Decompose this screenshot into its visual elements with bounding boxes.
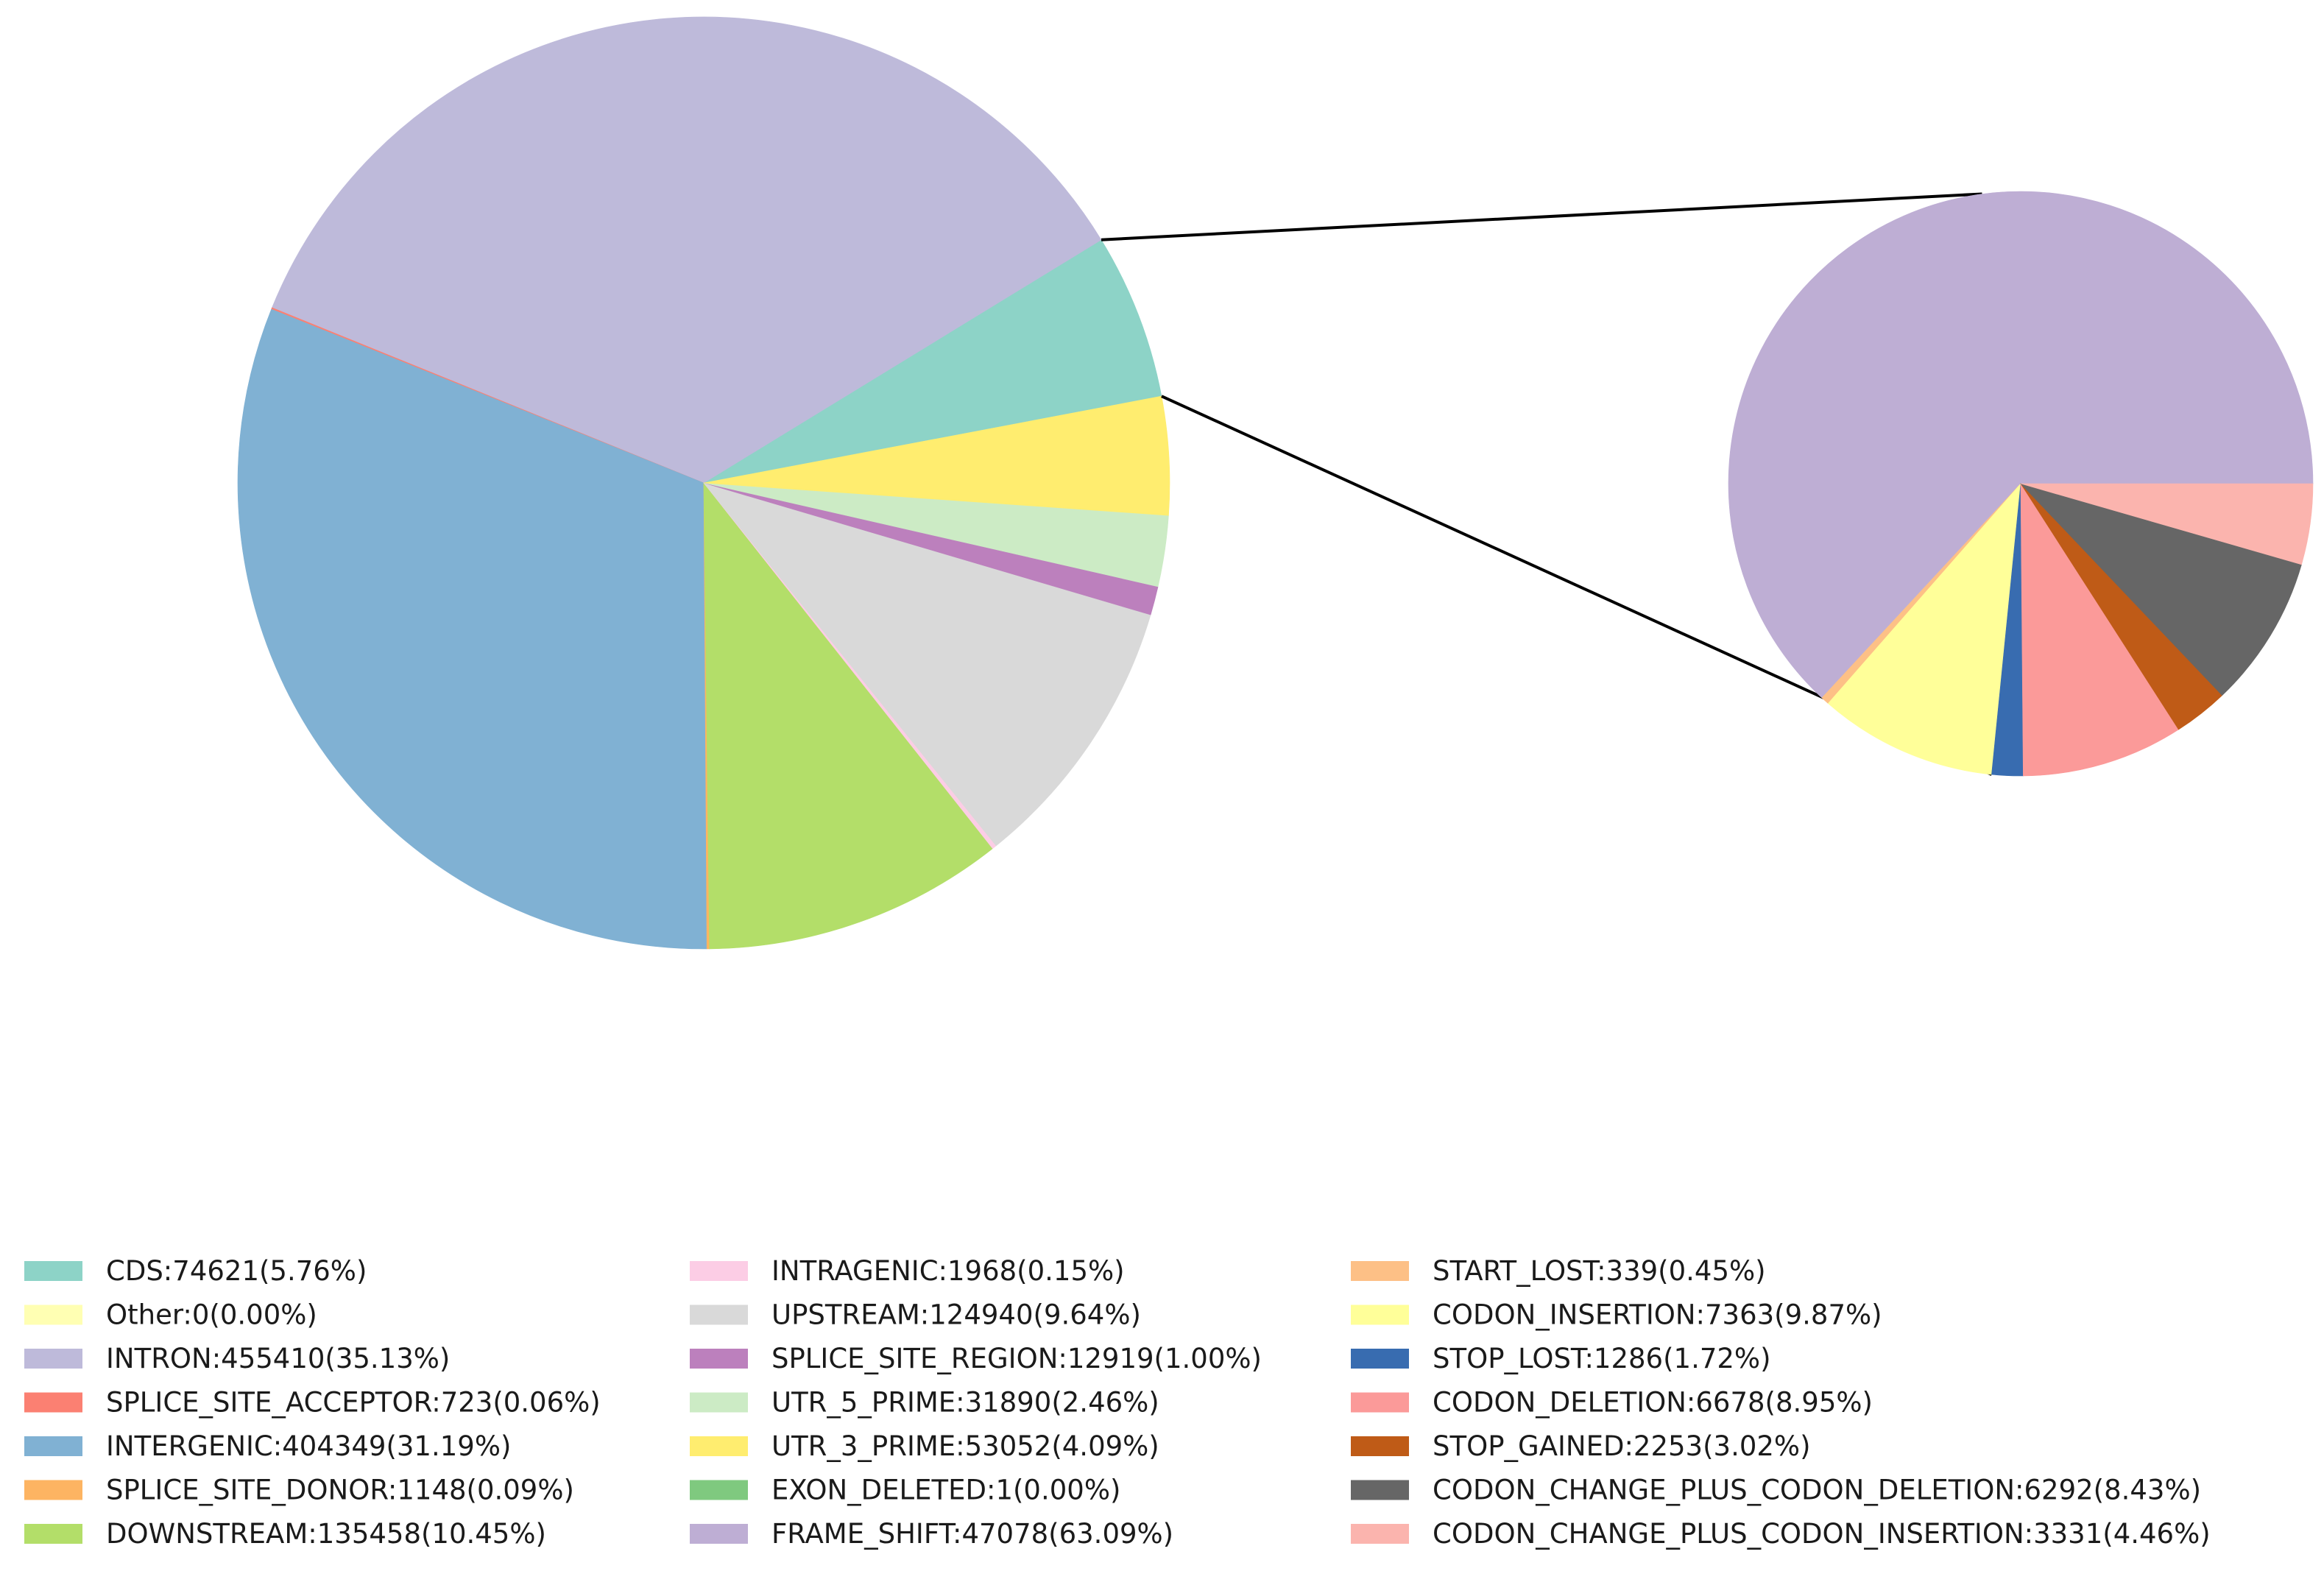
- legend-swatch: [1351, 1305, 1409, 1325]
- legend-item-codon-change-plus-codon-deletion: CODON_CHANGE_PLUS_CODON_DELETION:6292(8.…: [1351, 1475, 2201, 1506]
- legend-label: STOP_LOST:1286(1.72%): [1433, 1343, 1771, 1374]
- legend-label: Other:0(0.00%): [106, 1299, 317, 1331]
- legend-item-codon-deletion: CODON_DELETION:6678(8.95%): [1351, 1387, 1873, 1419]
- legend: CDS:74621(5.76%) Other:0(0.00%) INTRON:455…: [24, 1255, 2211, 1550]
- legend-label: INTERGENIC:404349(31.19%): [106, 1430, 511, 1462]
- legend-item-start-lost: START_LOST:339(0.45%): [1351, 1255, 1766, 1287]
- legend-item-stop-lost: STOP_LOST:1286(1.72%): [1351, 1343, 1771, 1374]
- legend-item-intron: INTRON:455410(35.13%): [24, 1343, 450, 1374]
- legend-item-frame-shift: FRAME_SHIFT:47078(63.09%): [690, 1518, 1173, 1550]
- detail-slice-codon-deletion: [2020, 482, 2179, 777]
- main-slice-intergenic: [237, 308, 707, 950]
- legend-label: EXON_DELETED:1(0.00%): [771, 1475, 1120, 1506]
- legend-item-stop-gained: STOP_GAINED:2253(3.02%): [1351, 1430, 1811, 1462]
- legend-label: FRAME_SHIFT:47078(63.09%): [771, 1518, 1173, 1550]
- legend-swatch: [24, 1524, 82, 1544]
- legend-item-exon-deleted: EXON_DELETED:1(0.00%): [690, 1475, 1120, 1506]
- legend-swatch: [24, 1392, 82, 1413]
- main-pie: [237, 16, 1170, 950]
- legend-swatch: [24, 1261, 82, 1281]
- legend-label: DOWNSTREAM:135458(10.45%): [106, 1518, 546, 1550]
- legend-swatch: [690, 1524, 748, 1544]
- legend-item-intergenic: INTERGENIC:404349(31.19%): [24, 1430, 511, 1462]
- legend-label: UTR_3_PRIME:53052(4.09%): [771, 1430, 1159, 1462]
- legend-swatch: [24, 1480, 82, 1500]
- legend-swatch: [690, 1480, 748, 1500]
- legend-item-splice-site-donor: SPLICE_SITE_DONOR:1148(0.09%): [24, 1475, 574, 1506]
- legend-label: INTRAGENIC:1968(0.15%): [771, 1255, 1125, 1287]
- legend-label: SPLICE_SITE_REGION:12919(1.00%): [771, 1343, 1262, 1374]
- detail-slice-codon-insertion: [1827, 483, 2021, 775]
- legend-item-codon-change-plus-codon-insertion: CODON_CHANGE_PLUS_CODON_INSERTION:3331(4…: [1351, 1518, 2211, 1550]
- legend-item-utr-3-prime: UTR_3_PRIME:53052(4.09%): [690, 1430, 1159, 1462]
- legend-item-upstream: UPSTREAM:124940(9.64%): [690, 1299, 1141, 1331]
- legend-swatch: [1351, 1480, 1409, 1500]
- legend-label: START_LOST:339(0.45%): [1433, 1255, 1766, 1287]
- legend-label: STOP_GAINED:2253(3.02%): [1433, 1430, 1811, 1462]
- legend-item-cds: CDS:74621(5.76%): [24, 1255, 367, 1287]
- cds-detail-pie: [1728, 191, 2314, 777]
- legend-label: CDS:74621(5.76%): [106, 1255, 367, 1287]
- legend-label: UPSTREAM:124940(9.64%): [771, 1299, 1141, 1331]
- legend-swatch: [690, 1436, 748, 1456]
- legend-item-downstream: DOWNSTREAM:135458(10.45%): [24, 1518, 546, 1550]
- legend-swatch: [690, 1392, 748, 1413]
- legend-label: SPLICE_SITE_ACCEPTOR:723(0.06%): [106, 1387, 601, 1419]
- legend-swatch: [1351, 1392, 1409, 1413]
- detail-slice-codon-change-plus-codon-deletion: [2020, 483, 2302, 696]
- main-slice-upstream: [703, 482, 1151, 847]
- main-slice-cds: [703, 239, 1162, 484]
- legend-swatch: [690, 1305, 748, 1325]
- legend-item-other: Other:0(0.00%): [24, 1299, 317, 1331]
- legend-label: SPLICE_SITE_DONOR:1148(0.09%): [106, 1475, 574, 1506]
- main-slice-intron: [272, 16, 1102, 484]
- legend-item-splice-site-region: SPLICE_SITE_REGION:12919(1.00%): [690, 1343, 1262, 1374]
- legend-swatch: [1351, 1524, 1409, 1544]
- legend-label: CODON_DELETION:6678(8.95%): [1433, 1387, 1873, 1419]
- legend-swatch: [690, 1349, 748, 1369]
- legend-label: UTR_5_PRIME:31890(2.46%): [771, 1387, 1159, 1419]
- legend-label: CODON_CHANGE_PLUS_CODON_INSERTION:3331(4…: [1433, 1518, 2211, 1550]
- legend-label: CODON_INSERTION:7363(9.87%): [1433, 1299, 1882, 1331]
- legend-item-utr-5-prime: UTR_5_PRIME:31890(2.46%): [690, 1387, 1159, 1419]
- legend-swatch: [24, 1305, 82, 1325]
- legend-swatch: [1351, 1349, 1409, 1369]
- legend-swatch: [1351, 1436, 1409, 1456]
- connector-line-top: [1101, 192, 1982, 241]
- legend-swatch: [24, 1436, 82, 1456]
- legend-swatch: [690, 1261, 748, 1281]
- legend-item-intragenic: INTRAGENIC:1968(0.15%): [690, 1255, 1125, 1287]
- legend-item-codon-insertion: CODON_INSERTION:7363(9.87%): [1351, 1299, 1882, 1331]
- legend-swatch: [1351, 1261, 1409, 1281]
- legend-label: INTRON:455410(35.13%): [106, 1343, 450, 1374]
- detail-slice-frame-shift: [1728, 191, 2314, 699]
- legend-swatch: [24, 1349, 82, 1369]
- detail-slice-codon-change-plus-codon-insertion: [2020, 483, 2314, 565]
- legend-label: CODON_CHANGE_PLUS_CODON_DELETION:6292(8.…: [1433, 1475, 2201, 1506]
- legend-item-splice-site-acceptor: SPLICE_SITE_ACCEPTOR:723(0.06%): [24, 1387, 601, 1419]
- main-slice-downstream: [703, 482, 993, 950]
